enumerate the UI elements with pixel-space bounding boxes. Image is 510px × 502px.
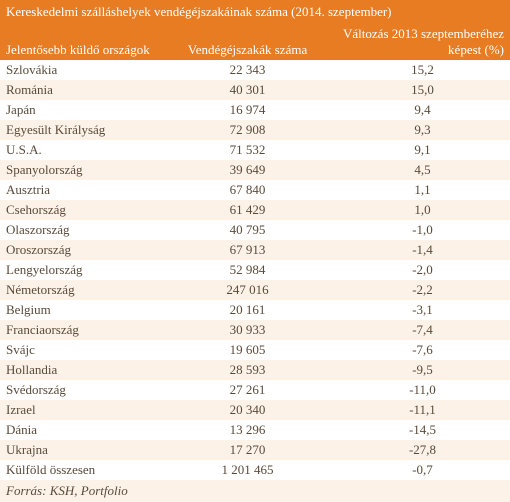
table-row: Ausztria67 8401,1 <box>0 180 510 200</box>
cell-country: Svájc <box>0 340 160 360</box>
cell-country: Lengyelország <box>0 260 160 280</box>
cell-country: Ausztria <box>0 180 160 200</box>
cell-change: 9,1 <box>335 140 510 160</box>
col-header-change: Változás 2013 szeptemberéhez képest (%) <box>335 24 510 60</box>
table-row: Olaszország40 795-1,0 <box>0 220 510 240</box>
cell-nights: 22 343 <box>160 60 335 80</box>
cell-change: -11,0 <box>335 380 510 400</box>
table-row: U.S.A.71 5329,1 <box>0 140 510 160</box>
col-header-nights: Vendégéjszakák száma <box>160 40 335 60</box>
cell-change: 1,0 <box>335 200 510 220</box>
table-row: Csehország61 4291,0 <box>0 200 510 220</box>
cell-nights: 20 161 <box>160 300 335 320</box>
cell-nights: 17 270 <box>160 440 335 460</box>
cell-nights: 61 429 <box>160 200 335 220</box>
cell-change: -2,2 <box>335 280 510 300</box>
cell-country: Belgium <box>0 300 160 320</box>
cell-country: Japán <box>0 100 160 120</box>
cell-change: -27,8 <box>335 440 510 460</box>
cell-country: Izrael <box>0 400 160 420</box>
table-row: Hollandia28 593-9,5 <box>0 360 510 380</box>
cell-change: -3,1 <box>335 300 510 320</box>
cell-nights: 28 593 <box>160 360 335 380</box>
cell-change: -1,0 <box>335 220 510 240</box>
cell-nights: 52 984 <box>160 260 335 280</box>
col-header-country: Jelentősebb küldő országok <box>0 40 160 60</box>
cell-change: -14,5 <box>335 420 510 440</box>
table-row: Ukrajna17 270-27,8 <box>0 440 510 460</box>
cell-nights: 1 201 465 <box>160 460 335 480</box>
table-row: Svájc19 605-7,6 <box>0 340 510 360</box>
cell-country: Franciaország <box>0 320 160 340</box>
cell-country: Szlovákia <box>0 60 160 80</box>
cell-nights: 20 340 <box>160 400 335 420</box>
table-row: Dánia13 296-14,5 <box>0 420 510 440</box>
cell-nights: 13 296 <box>160 420 335 440</box>
cell-change: -7,6 <box>335 340 510 360</box>
cell-change: 9,4 <box>335 100 510 120</box>
cell-change: -2,0 <box>335 260 510 280</box>
table-row: Külföld összesen1 201 465-0,7 <box>0 460 510 480</box>
cell-country: Csehország <box>0 200 160 220</box>
cell-change: 1,1 <box>335 180 510 200</box>
cell-change: -11,1 <box>335 400 510 420</box>
cell-change: -9,5 <box>335 360 510 380</box>
cell-change: -7,4 <box>335 320 510 340</box>
table-title: Kereskedelmi szálláshelyek vendégéjszaká… <box>6 4 392 20</box>
cell-change: 15,2 <box>335 60 510 80</box>
cell-nights: 16 974 <box>160 100 335 120</box>
cell-country: Ukrajna <box>0 440 160 460</box>
table-body: Szlovákia22 34315,2Románia40 30115,0Japá… <box>0 60 510 480</box>
cell-change: 9,3 <box>335 120 510 140</box>
table-row: Svédország27 261-11,0 <box>0 380 510 400</box>
table-row: Franciaország30 933-7,4 <box>0 320 510 340</box>
cell-nights: 67 840 <box>160 180 335 200</box>
table-row: Egyesült Királyság72 9089,3 <box>0 120 510 140</box>
cell-nights: 27 261 <box>160 380 335 400</box>
data-table: Kereskedelmi szálláshelyek vendégéjszaká… <box>0 0 510 502</box>
cell-country: Dánia <box>0 420 160 440</box>
table-row: Szlovákia22 34315,2 <box>0 60 510 80</box>
cell-change: -1,4 <box>335 240 510 260</box>
cell-country: Egyesült Királyság <box>0 120 160 140</box>
table-row: Belgium20 161-3,1 <box>0 300 510 320</box>
cell-country: Oroszország <box>0 240 160 260</box>
cell-nights: 247 016 <box>160 280 335 300</box>
cell-change: 4,5 <box>335 160 510 180</box>
table-row: Oroszország67 913-1,4 <box>0 240 510 260</box>
table-row: Románia40 30115,0 <box>0 80 510 100</box>
cell-country: Spanyolország <box>0 160 160 180</box>
column-header-row: Jelentősebb küldő országok Vendégéjszaká… <box>0 24 510 60</box>
cell-country: Németország <box>0 280 160 300</box>
cell-country: U.S.A. <box>0 140 160 160</box>
cell-nights: 40 795 <box>160 220 335 240</box>
cell-nights: 67 913 <box>160 240 335 260</box>
cell-change: -0,7 <box>335 460 510 480</box>
cell-country: Románia <box>0 80 160 100</box>
cell-change: 15,0 <box>335 80 510 100</box>
table-source: Forrás: KSH, Portfolio <box>0 480 510 502</box>
table-title-row: Kereskedelmi szálláshelyek vendégéjszaká… <box>0 0 510 24</box>
cell-nights: 72 908 <box>160 120 335 140</box>
table-row: Lengyelország52 984-2,0 <box>0 260 510 280</box>
cell-country: Svédország <box>0 380 160 400</box>
cell-nights: 71 532 <box>160 140 335 160</box>
table-row: Izrael20 340-11,1 <box>0 400 510 420</box>
cell-nights: 40 301 <box>160 80 335 100</box>
cell-nights: 30 933 <box>160 320 335 340</box>
cell-country: Olaszország <box>0 220 160 240</box>
cell-country: Hollandia <box>0 360 160 380</box>
cell-country: Külföld összesen <box>0 460 160 480</box>
cell-nights: 19 605 <box>160 340 335 360</box>
table-row: Németország247 016-2,2 <box>0 280 510 300</box>
table-row: Japán16 9749,4 <box>0 100 510 120</box>
cell-nights: 39 649 <box>160 160 335 180</box>
table-row: Spanyolország39 6494,5 <box>0 160 510 180</box>
